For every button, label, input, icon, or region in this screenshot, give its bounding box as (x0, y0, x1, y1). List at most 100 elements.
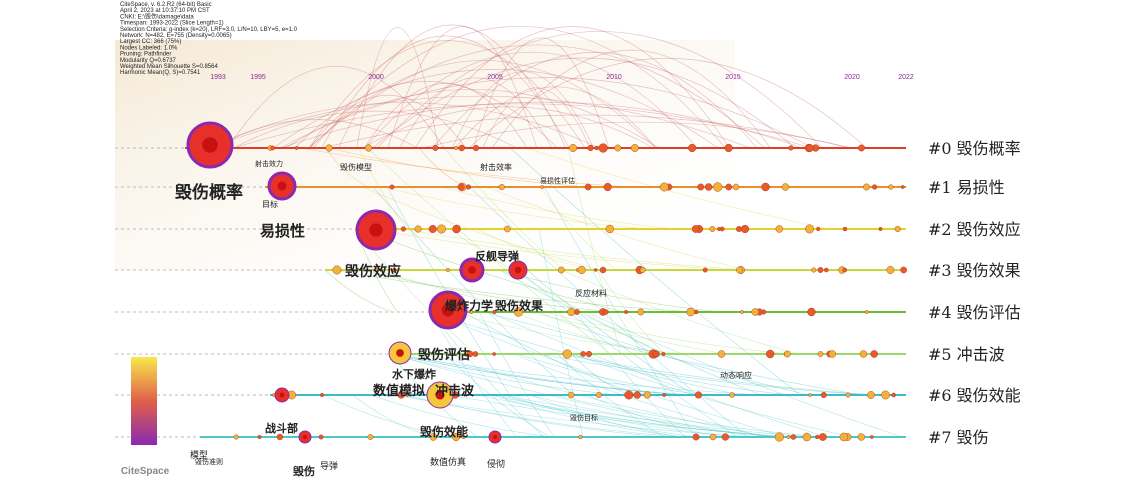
link (402, 228, 752, 271)
link (359, 228, 625, 313)
node (818, 433, 827, 441)
node (233, 434, 239, 440)
citation-arc (387, 26, 538, 149)
node (587, 144, 594, 152)
node (605, 224, 614, 234)
citation-arc (454, 86, 657, 149)
node-label: 易损性 (260, 222, 305, 240)
node (614, 144, 622, 152)
node (786, 435, 791, 439)
citation-arc (362, 106, 654, 149)
node (624, 310, 629, 314)
citation-arc (491, 49, 771, 149)
node-label: 射击效率 (480, 162, 512, 172)
node (725, 183, 733, 191)
node-label: 侵彻 (487, 458, 505, 470)
citation-arc (279, 77, 814, 149)
node-label: 反应材料 (575, 288, 607, 298)
citation-arc (321, 35, 570, 149)
node-label: 爆炸力学 (445, 298, 493, 313)
node (891, 392, 896, 398)
node (697, 183, 705, 191)
node (465, 184, 472, 190)
node (693, 309, 699, 315)
node (598, 143, 608, 153)
arcs (209, 24, 903, 438)
citation-arc (294, 81, 558, 149)
hub-core (514, 266, 522, 274)
node (828, 350, 837, 358)
node (557, 266, 565, 274)
citation-arc (482, 87, 591, 149)
color-bar (131, 357, 157, 445)
node (765, 349, 775, 359)
node-label: 毁伤目标 (570, 413, 598, 422)
citation-arc (451, 71, 594, 149)
citation-arc (233, 110, 517, 149)
node (569, 144, 578, 152)
node (802, 432, 812, 442)
link (429, 311, 741, 396)
node (652, 350, 659, 358)
citation-arc (309, 94, 467, 149)
hub-core (435, 390, 445, 400)
year-label: 2000 (368, 74, 384, 81)
link (517, 353, 706, 396)
link (370, 228, 734, 271)
node (603, 309, 609, 315)
link (429, 311, 545, 438)
node (452, 432, 461, 442)
node (270, 145, 275, 151)
link (561, 269, 799, 355)
node (397, 391, 405, 399)
hub-core (369, 223, 383, 237)
node (580, 351, 586, 357)
node (709, 433, 717, 441)
node (702, 267, 708, 273)
header-line: CNKI: E:\毁伤\damage\data (120, 12, 194, 20)
link (444, 147, 564, 271)
node (775, 225, 784, 233)
year-label: 2015 (725, 74, 741, 81)
header-line: Network: N=482, E=755 (Density=0.0065) (120, 33, 232, 39)
node (643, 391, 651, 399)
node-label: 毁伤准则 (195, 457, 223, 466)
link (327, 147, 589, 188)
node (436, 224, 446, 234)
citation-arc (212, 119, 418, 149)
node (692, 433, 700, 441)
node (405, 393, 410, 397)
node (458, 144, 465, 152)
year-label: 2022 (898, 74, 914, 81)
header-line: Timespan: 1993-2022 (Slice Length=1) (120, 21, 224, 27)
node (857, 433, 865, 441)
node (659, 182, 669, 192)
node (845, 392, 851, 398)
cluster-label: #5 冲击波 (928, 345, 1005, 364)
link (571, 353, 631, 396)
node (688, 143, 697, 153)
node (816, 226, 821, 232)
node (472, 351, 479, 357)
hub-core (279, 392, 285, 398)
citation-arc (210, 102, 600, 149)
citation-arc (233, 103, 812, 149)
citation-arc (364, 83, 528, 149)
link (483, 311, 862, 396)
link (372, 186, 573, 396)
node (761, 182, 770, 192)
node (584, 183, 592, 191)
node (414, 225, 422, 233)
node (859, 350, 868, 358)
node (389, 184, 395, 190)
node (805, 224, 815, 234)
node (781, 183, 790, 191)
node (567, 391, 575, 399)
link (375, 269, 725, 355)
node (513, 307, 524, 317)
node (454, 146, 458, 150)
node (472, 144, 480, 152)
cluster-label: #6 毁伤效能 (928, 386, 1021, 405)
link (543, 311, 791, 355)
node (842, 267, 847, 273)
